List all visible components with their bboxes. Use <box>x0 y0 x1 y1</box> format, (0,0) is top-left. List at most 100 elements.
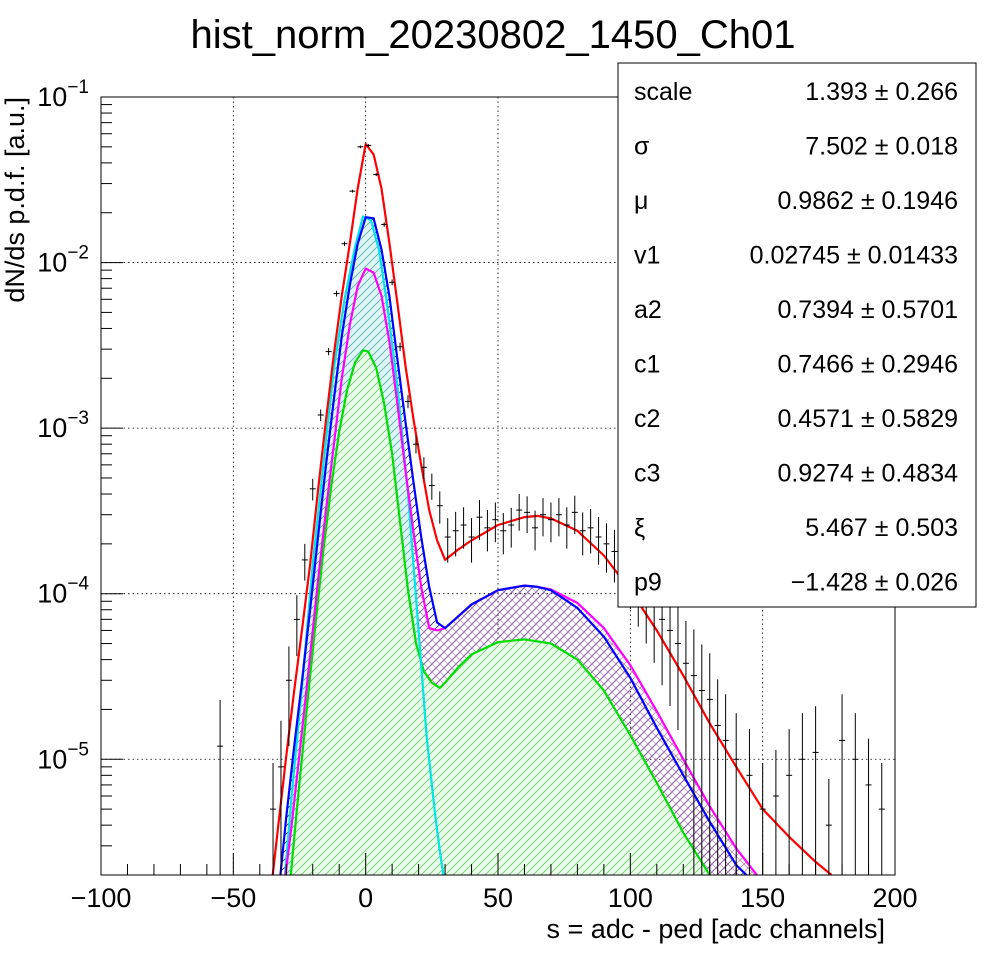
data-point <box>690 629 697 875</box>
data-point <box>508 507 515 548</box>
stats-param-value: 0.9862 ± 0.1946 <box>777 187 958 215</box>
data-point <box>349 189 356 193</box>
data-point <box>706 653 713 875</box>
x-tick-label: 200 <box>872 883 917 913</box>
data-point <box>484 510 491 552</box>
data-point <box>293 595 300 657</box>
stats-param-name: μ <box>634 187 648 215</box>
data-point <box>667 594 674 706</box>
data-point <box>420 457 427 479</box>
data-point <box>444 518 451 563</box>
data-point <box>436 491 443 524</box>
data-point <box>452 511 459 557</box>
chart-title: hist_norm_20230802_1450_Ch01 <box>191 13 796 57</box>
data-point <box>682 621 689 780</box>
data-point <box>373 173 380 177</box>
stats-param-value: 1.393 ± 0.266 <box>805 78 958 106</box>
data-point <box>405 395 412 409</box>
y-axis: 10−510−410−310−210−1 <box>37 77 123 876</box>
stats-param-name: σ <box>634 133 650 161</box>
stats-box-frame <box>617 62 977 608</box>
data-point <box>812 706 819 875</box>
x-tick-label: 0 <box>358 883 373 913</box>
y-tick-base: 10 <box>37 579 67 609</box>
data-point <box>412 436 419 454</box>
stats-param-name: c1 <box>634 351 660 379</box>
data-point <box>825 779 832 875</box>
data-point <box>532 510 539 551</box>
data-point <box>524 496 531 534</box>
y-tick-exponent: −1 <box>67 77 89 98</box>
stats-param-value: 0.9274 ± 0.4834 <box>777 460 958 488</box>
data-point <box>865 738 872 875</box>
data-point <box>611 529 618 583</box>
component-2-curve <box>284 267 759 875</box>
y-tick-base: 10 <box>37 82 67 112</box>
stats-param-name: scale <box>634 78 692 106</box>
y-tick-label: 10−5 <box>37 739 89 774</box>
data-point <box>365 143 372 147</box>
stats-param-name: p9 <box>634 569 662 597</box>
data-point <box>878 762 885 875</box>
single-component-curve <box>283 215 445 875</box>
y-tick-exponent: −2 <box>67 243 89 264</box>
data-point <box>722 694 729 875</box>
stats-param-name: ξ <box>634 514 645 542</box>
y-tick-base: 10 <box>37 248 67 278</box>
data-point <box>698 644 705 875</box>
data-point <box>301 543 308 581</box>
data-point <box>357 145 364 149</box>
stats-param-value: −1.428 ± 0.026 <box>791 569 958 597</box>
stats-rows: scale 1.393 ± 0.266 σ 7.502 ± 0.018 μ 0.9862 … <box>634 78 958 597</box>
data-point <box>603 523 610 573</box>
data-point <box>217 700 224 875</box>
y-tick-label: 10−3 <box>37 408 89 443</box>
data-point <box>277 720 284 875</box>
data-point <box>325 348 332 356</box>
data-point <box>852 713 859 875</box>
data-point <box>397 342 404 352</box>
data-point <box>579 512 586 556</box>
stats-box: scale 1.393 ± 0.266 σ 7.502 ± 0.018 μ 0.9862 … <box>617 62 977 608</box>
data-point <box>547 502 554 543</box>
data-point <box>733 713 740 875</box>
data-point <box>714 679 721 875</box>
data-point <box>476 499 483 540</box>
data-point <box>270 762 277 875</box>
data-point <box>309 478 316 501</box>
x-tick-label: 50 <box>483 883 513 913</box>
data-point <box>674 605 681 731</box>
data-point <box>786 729 793 875</box>
stats-param-name: v1 <box>634 242 660 270</box>
x-tick-label: −50 <box>210 883 256 913</box>
stats-param-name: c2 <box>634 405 660 433</box>
y-tick-base: 10 <box>37 413 67 443</box>
y-tick-exponent: −5 <box>67 739 89 760</box>
data-point <box>772 749 779 875</box>
data-point <box>516 494 523 531</box>
x-tick-label: 150 <box>740 883 785 913</box>
stats-param-value: 0.7466 ± 0.2946 <box>777 351 958 379</box>
stats-param-value: 0.02745 ± 0.01433 <box>750 242 958 270</box>
stats-param-value: 7.502 ± 0.018 <box>805 133 958 161</box>
data-point <box>839 694 846 875</box>
stats-param-value: 0.7394 ± 0.5701 <box>777 296 958 324</box>
data-point <box>428 473 435 500</box>
y-tick-exponent: −4 <box>67 574 89 595</box>
data-point <box>468 518 475 563</box>
stats-param-value: 5.467 ± 0.503 <box>805 514 958 542</box>
data-point <box>799 713 806 875</box>
data-point <box>539 498 546 537</box>
data-point <box>587 508 594 554</box>
signal-sum-curve <box>279 216 748 875</box>
stats-param-value: 0.4571 ± 0.5829 <box>777 405 958 433</box>
data-point <box>381 222 388 227</box>
data-point <box>595 517 602 565</box>
y-axis-label: dN/ds p.d.f. [a.u.] <box>0 97 30 303</box>
stats-param-name: a2 <box>634 296 662 324</box>
data-point <box>492 502 499 543</box>
stats-param-name: c3 <box>634 460 660 488</box>
x-tick-label: 100 <box>608 883 653 913</box>
data-point <box>341 241 348 246</box>
